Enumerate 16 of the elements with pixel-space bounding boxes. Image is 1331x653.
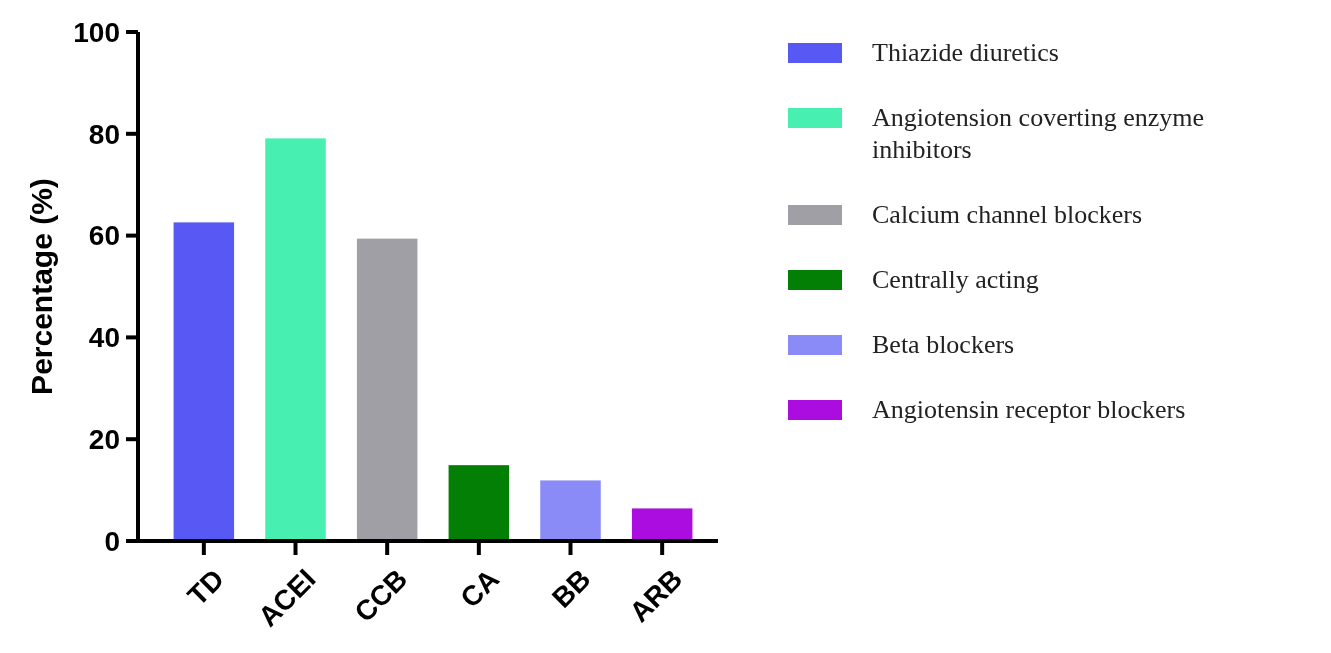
y-tick-label: 60: [88, 220, 120, 252]
legend-label: Beta blockers: [872, 330, 1015, 359]
y-tick-label: 20: [88, 424, 120, 455]
legend-label: Centrally acting: [872, 265, 1039, 294]
y-tick-label: 0: [104, 525, 120, 557]
legend-label: Thiazide diuretics: [872, 38, 1059, 67]
legend-label: Angiotensin receptor blockers: [872, 395, 1186, 424]
legend-label: Angiotension coverting enzyme inhibitors: [872, 103, 1205, 164]
y-tick-label: 100: [73, 16, 120, 48]
y-tick-label: 40: [88, 322, 120, 354]
legend-label: Calcium channel blockers: [872, 200, 1143, 229]
x-tick-label: CA: [454, 563, 505, 614]
y-axis-title: Percentage (%): [25, 178, 58, 395]
y-tick-label: 80: [88, 118, 120, 150]
x-tick-label: TD: [181, 563, 230, 612]
x-tick-label: BB: [546, 563, 597, 614]
